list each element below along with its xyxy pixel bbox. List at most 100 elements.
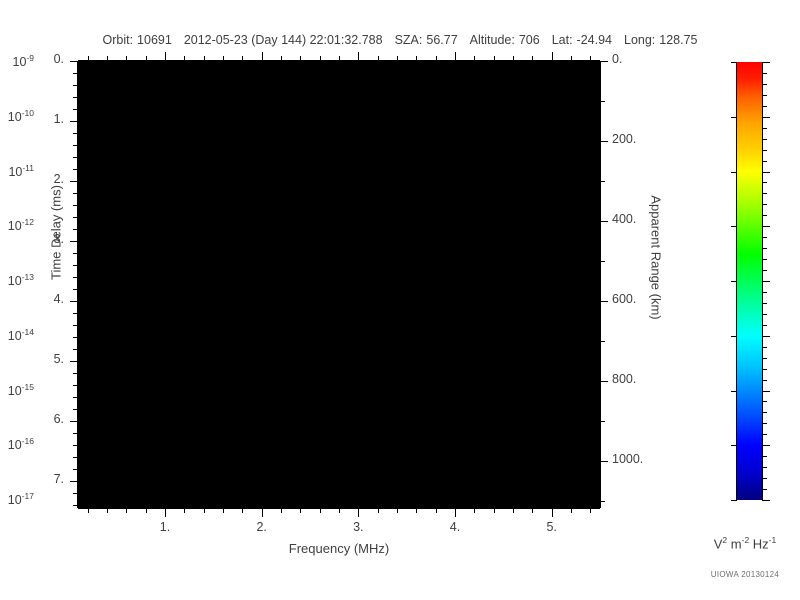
colorbar-border-l bbox=[736, 62, 737, 500]
colorbar-major-tick-left bbox=[731, 500, 737, 501]
x-minor-tick bbox=[87, 508, 89, 513]
x-minor-tick bbox=[339, 508, 340, 513]
y2-minor-tick bbox=[600, 181, 605, 183]
colorbar-minor-tick bbox=[762, 412, 767, 414]
y-major-tick bbox=[70, 361, 78, 362]
colorbar-tick-label-1: 10-10 bbox=[7, 107, 34, 124]
y-minor-tick bbox=[73, 97, 78, 98]
x-minor-tick bbox=[184, 508, 186, 513]
x-top-tick bbox=[107, 56, 108, 61]
y-minor-tick bbox=[73, 289, 78, 290]
colorbar-minor-tick bbox=[762, 434, 767, 436]
y2-axis-tick-label-5: 1000. bbox=[612, 452, 644, 467]
y-axis-title: Time Delay (ms) bbox=[48, 185, 64, 280]
ionogram-heatmap bbox=[78, 61, 600, 508]
header-key-long: Long: bbox=[624, 33, 656, 47]
y2-axis-tick-label-3: 600. bbox=[612, 292, 637, 307]
colorbar-minor-tick bbox=[762, 259, 767, 261]
header-field-sza: SZA: 56.77 bbox=[395, 33, 458, 47]
colorbar-minor-tick bbox=[762, 478, 767, 480]
x-major-tick bbox=[358, 508, 360, 517]
x-top-tick bbox=[223, 56, 224, 61]
x-minor-tick bbox=[107, 508, 108, 513]
colorbar-major-tick-left bbox=[731, 171, 737, 173]
y-minor-tick bbox=[73, 337, 78, 338]
y-minor-tick bbox=[73, 133, 78, 134]
y-minor-tick bbox=[73, 313, 78, 314]
x-top-tick bbox=[358, 52, 360, 61]
x-top-tick bbox=[493, 56, 495, 61]
colorbar-minor-tick bbox=[762, 83, 767, 85]
y2-major-tick bbox=[600, 221, 608, 223]
header-field-lat: Lat: -24.94 bbox=[552, 33, 612, 47]
y-minor-tick bbox=[73, 469, 78, 470]
y-minor-tick bbox=[73, 85, 78, 86]
header-key-sza: SZA: bbox=[394, 33, 423, 47]
colorbar-minor-tick bbox=[762, 160, 767, 162]
colorbar-tick-label-7: 10-16 bbox=[7, 436, 34, 453]
x-minor-tick bbox=[513, 508, 514, 513]
x-minor-tick bbox=[223, 508, 224, 513]
y-minor-tick bbox=[73, 433, 78, 434]
colorbar-minor-tick bbox=[762, 456, 767, 458]
x-minor-tick bbox=[590, 508, 592, 513]
colorbar-major-tick-left bbox=[731, 281, 737, 282]
y-axis-tick-label-6: 6. bbox=[53, 412, 64, 426]
y2-minor-tick bbox=[600, 101, 605, 103]
y2-minor-tick bbox=[600, 501, 605, 503]
colorbar-minor-tick bbox=[762, 270, 767, 272]
x-minor-tick bbox=[397, 508, 398, 513]
x-top-tick bbox=[474, 56, 476, 61]
colorbar-tick-label-6: 10-15 bbox=[7, 381, 34, 398]
y-axis-tick-label-2: 2. bbox=[53, 172, 64, 186]
credit-label: UIOWA 20130124 bbox=[710, 570, 780, 579]
colorbar-border-r bbox=[762, 62, 763, 500]
x-minor-tick bbox=[203, 508, 205, 513]
x-axis-tick-label-1: 2. bbox=[256, 520, 267, 534]
x-top-tick bbox=[203, 56, 205, 61]
x-major-tick bbox=[261, 508, 263, 517]
y-major-tick bbox=[70, 241, 78, 242]
y2-minor-tick bbox=[600, 341, 605, 343]
header-key-orbit: Orbit: bbox=[102, 33, 134, 47]
colorbar-major-tick-left bbox=[731, 445, 737, 447]
colorbar-units-label: V2 m-2 Hz-1 bbox=[713, 535, 777, 552]
colorbar-tick-label-0: 10-9 bbox=[12, 53, 34, 70]
colorbar-major-tick-left bbox=[731, 62, 737, 63]
x-minor-tick bbox=[126, 508, 128, 513]
plot-border-r bbox=[600, 61, 601, 508]
x-minor-tick bbox=[571, 508, 572, 513]
y-minor-tick bbox=[73, 145, 78, 146]
x-minor-tick bbox=[474, 508, 476, 513]
y-minor-tick bbox=[73, 205, 78, 206]
y-minor-tick bbox=[73, 157, 78, 158]
y-minor-tick bbox=[73, 265, 78, 266]
x-top-tick bbox=[126, 56, 128, 61]
y2-major-tick bbox=[600, 141, 608, 143]
x-minor-tick bbox=[435, 508, 437, 513]
colorbar-tick-label-5: 10-14 bbox=[7, 326, 34, 343]
colorbar-minor-tick bbox=[762, 72, 767, 74]
y-axis-tick-label-4: 4. bbox=[53, 292, 64, 306]
colorbar-minor-tick bbox=[762, 324, 767, 326]
colorbar-gradient bbox=[737, 62, 762, 500]
y-minor-tick bbox=[73, 217, 78, 218]
colorbar-minor-tick bbox=[762, 127, 767, 129]
y2-major-tick bbox=[600, 461, 608, 463]
header-value-long: 128.75 bbox=[659, 33, 698, 47]
x-top-tick bbox=[571, 56, 572, 61]
colorbar-major-tick-left bbox=[731, 390, 737, 392]
colorbar-minor-tick bbox=[762, 204, 767, 206]
colorbar-major-tick bbox=[762, 116, 770, 118]
x-major-tick bbox=[455, 508, 456, 517]
y2-major-tick bbox=[600, 381, 608, 383]
colorbar-minor-tick bbox=[762, 401, 767, 403]
y-minor-tick bbox=[73, 193, 78, 194]
header-value-orbit: 10691 bbox=[137, 33, 172, 47]
y-axis-tick-label-3: 3. bbox=[53, 232, 64, 246]
x-top-tick bbox=[145, 56, 147, 61]
x-axis-title: Frequency (MHz) bbox=[288, 541, 390, 556]
y-axis-tick-label-1: 1. bbox=[53, 112, 64, 126]
x-top-tick bbox=[416, 56, 418, 61]
x-major-tick bbox=[551, 508, 553, 517]
